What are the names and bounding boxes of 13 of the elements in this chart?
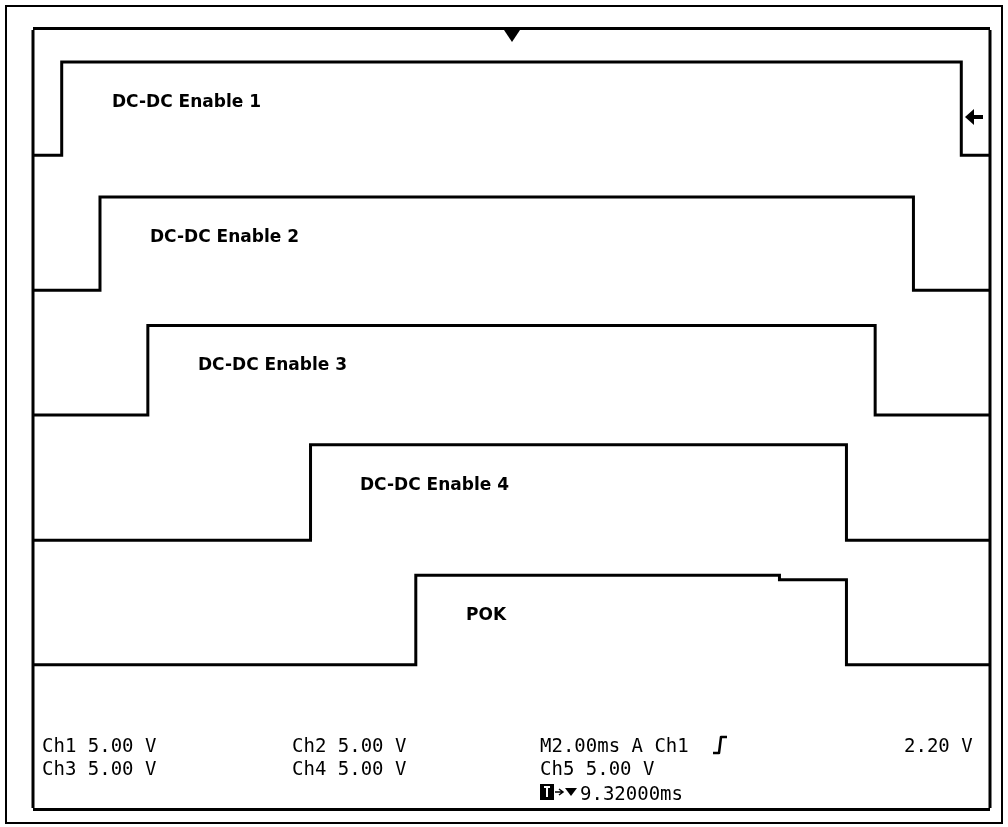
series-label: DC-DC Enable 3	[198, 354, 347, 374]
annotation: Ch4 5.00 V	[292, 757, 407, 779]
annotation: Ch2 5.00 V	[292, 734, 407, 756]
annotation: M2.00ms A Ch1	[540, 734, 689, 756]
annotation: Ch5 5.00 V	[540, 757, 655, 779]
series-label: DC-DC Enable 2	[150, 226, 299, 246]
annotation: Ch1 5.00 V	[42, 734, 157, 756]
annotation: 9.32000ms	[580, 782, 683, 804]
annotation: Ch3 5.00 V	[42, 757, 157, 779]
annotation: 2.20 V	[904, 734, 973, 756]
series-label: DC-DC Enable 4	[360, 474, 510, 494]
series-label: DC-DC Enable 1	[112, 91, 261, 111]
series-label: POK	[466, 604, 507, 624]
